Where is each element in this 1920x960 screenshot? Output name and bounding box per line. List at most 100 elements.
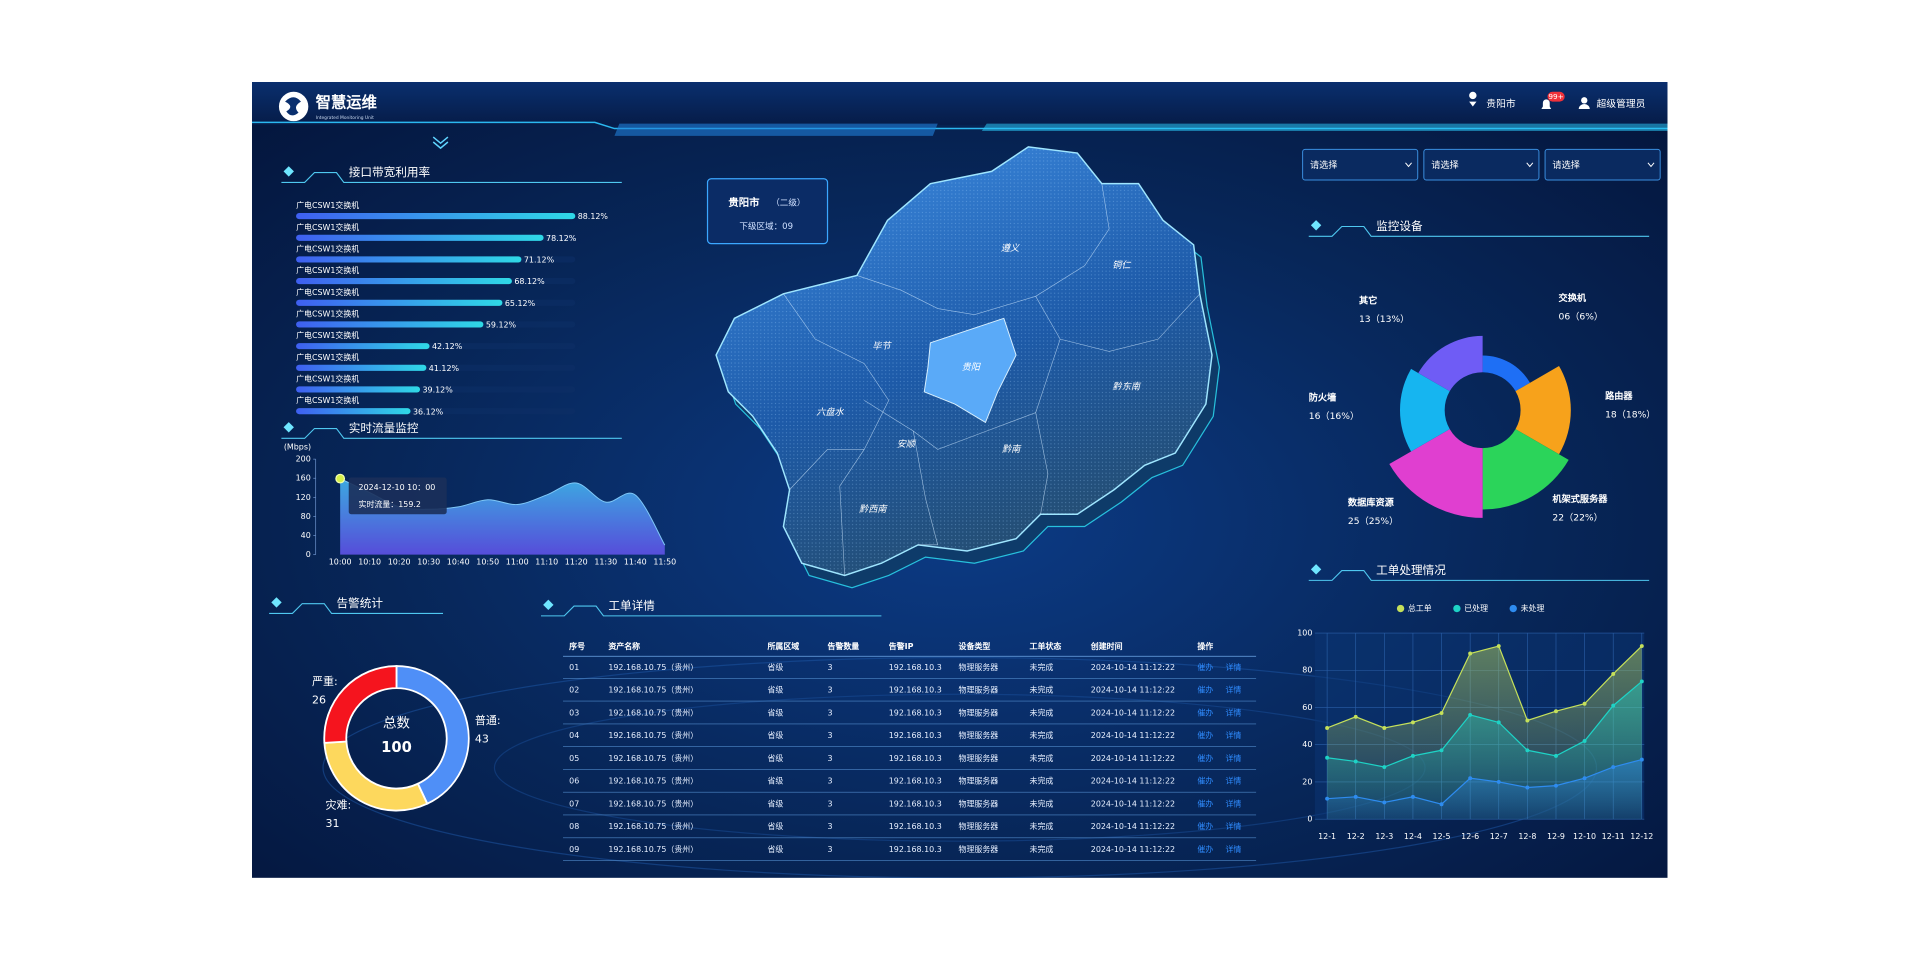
filter-select[interactable] (1544, 148, 1661, 181)
table-cell: 省级 (768, 776, 784, 786)
table-action[interactable]: 详情 (1225, 685, 1241, 695)
table-action[interactable]: 催办 (1197, 730, 1213, 740)
table-action[interactable]: 催办 (1197, 798, 1213, 808)
rose-sector[interactable] (1515, 366, 1571, 455)
bar-label: 广电CSW1交换机 (296, 287, 359, 297)
table-action[interactable]: 催办 (1197, 844, 1213, 854)
tooltip-value: 实时流量：159.2 (359, 499, 421, 509)
map-region-label: 铜仁 (1112, 260, 1131, 271)
filter-select[interactable] (1302, 148, 1419, 181)
map-region-label: 黔南 (1002, 444, 1022, 455)
bar-value-label: 71.12% (524, 256, 555, 265)
bar-value-label: 88.12% (578, 212, 609, 221)
table-action[interactable]: 详情 (1225, 776, 1241, 786)
table-cell: 2024-10-14 11:12:22 (1091, 686, 1175, 695)
donut-sector[interactable] (323, 665, 398, 744)
section-line (540, 605, 882, 617)
table-cell: 3 (828, 686, 833, 695)
header-chevron (432, 141, 449, 150)
filter-placeholder[interactable]: 请选择 (1310, 159, 1338, 171)
series-point (1554, 709, 1558, 714)
bar-value-label: 78.12% (546, 234, 577, 243)
table-action[interactable]: 催办 (1197, 821, 1213, 831)
series-point (1325, 725, 1330, 730)
table-action[interactable]: 催办 (1197, 776, 1213, 786)
table-action[interactable]: 详情 (1225, 798, 1241, 808)
table-cell: 省级 (768, 707, 784, 717)
filter-select[interactable] (1423, 148, 1540, 181)
table-action[interactable]: 催办 (1197, 753, 1213, 763)
section-icon (283, 166, 294, 177)
table-cell: 2024-10-14 11:12:22 (1091, 663, 1175, 672)
series-point (1325, 755, 1330, 760)
filter-placeholder[interactable]: 请选择 (1431, 159, 1459, 171)
filter-caret (1526, 162, 1534, 168)
legend-label[interactable]: 已处理 (1464, 603, 1488, 613)
legend-label[interactable]: 总工单 (1408, 603, 1432, 613)
table-cell: 省级 (768, 753, 784, 763)
table-action[interactable]: 详情 (1225, 821, 1241, 831)
filter-placeholder[interactable]: 请选择 (1552, 159, 1580, 171)
bar-value-label: 59.12% (486, 321, 517, 330)
table-cell: 省级 (768, 685, 784, 695)
map-info-title: 贵阳市 (728, 196, 760, 209)
series-point (1496, 779, 1501, 784)
rose-label: 防火墙 (1309, 391, 1337, 403)
donut-sector[interactable] (395, 665, 470, 805)
table-cell: 192.168.10.75（贵州） (608, 776, 698, 786)
table-action[interactable]: 催办 (1197, 707, 1213, 717)
bar (296, 321, 484, 328)
y-tick-label: 40 (301, 531, 311, 540)
table-header: 告警数量 (828, 641, 860, 651)
table-action[interactable]: 详情 (1225, 707, 1241, 717)
series-point (1554, 783, 1558, 788)
map-border (912, 430, 939, 546)
table-cell: 192.168.10.3 (889, 845, 942, 854)
bar (296, 299, 503, 306)
table-header: 设备类型 (959, 641, 991, 651)
series-point (1439, 802, 1444, 807)
map-border (1035, 293, 1200, 352)
bar-value-label: 65.12% (505, 299, 536, 308)
table-action[interactable]: 详情 (1225, 662, 1241, 672)
series-point (1468, 776, 1473, 781)
series-point (1496, 644, 1501, 649)
y-tick-label: 60 (1302, 703, 1312, 712)
x-tick-label: 11:50 (653, 558, 676, 567)
table-cell: 省级 (768, 821, 784, 831)
map-region-highlight[interactable] (923, 317, 1017, 424)
bell-icon[interactable] (1541, 99, 1552, 109)
map-border (1035, 412, 1049, 515)
user-icon (1578, 104, 1590, 109)
map-region-label: 黔西南 (859, 504, 888, 515)
series-point (1611, 672, 1616, 676)
table-cell: 192.168.10.3 (889, 708, 942, 717)
table-action[interactable]: 详情 (1225, 730, 1241, 740)
rose-sector[interactable] (1482, 355, 1531, 392)
header-deco (614, 123, 938, 136)
table-cell: 物理服务器 (959, 662, 999, 672)
series-point (1639, 679, 1644, 684)
rose-sector[interactable] (1389, 429, 1483, 518)
table-action[interactable]: 催办 (1197, 685, 1213, 695)
rose-sector[interactable] (1482, 429, 1569, 510)
table-action[interactable]: 详情 (1225, 844, 1241, 854)
table-action[interactable]: 详情 (1225, 753, 1241, 763)
series-point (1611, 703, 1616, 708)
table-cell: 192.168.10.3 (889, 822, 942, 831)
bar-label: 广电CSW1交换机 (296, 352, 359, 362)
section-line (281, 172, 622, 183)
legend-label[interactable]: 未处理 (1521, 603, 1545, 613)
table-header: 所属区域 (768, 641, 800, 651)
rose-sector[interactable] (1418, 335, 1483, 392)
bar (296, 408, 411, 415)
location[interactable]: 贵阳市 (1486, 97, 1516, 110)
rose-label: 数据库资源 (1347, 497, 1395, 509)
table-action[interactable]: 催办 (1197, 662, 1213, 672)
bar-label: 广电CSW1交换机 (296, 330, 359, 340)
rose-label: 路由器 (1605, 390, 1633, 402)
user-name[interactable]: 超级管理员 (1597, 97, 1646, 110)
rose-sector[interactable] (1399, 368, 1450, 452)
table-cell: 3 (828, 708, 833, 717)
series-point (1468, 712, 1473, 717)
